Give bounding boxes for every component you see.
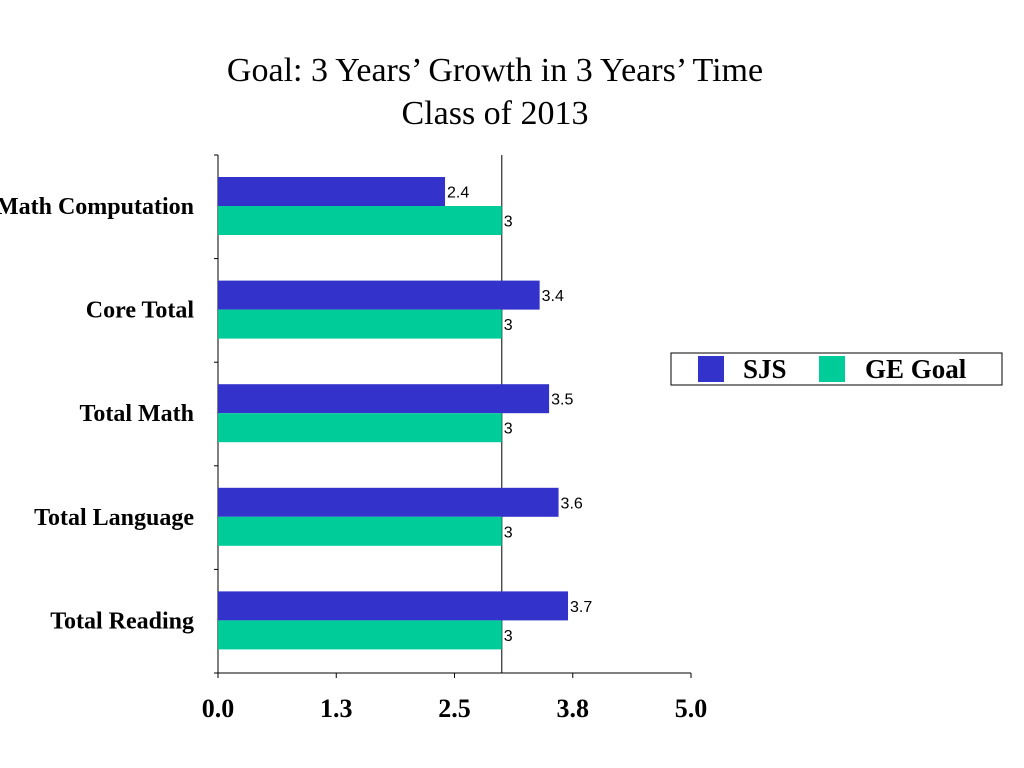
bar-ge-goal-core-total bbox=[218, 309, 502, 339]
category-label: Total Math bbox=[80, 401, 194, 427]
legend-label-ge-goal: GE Goal bbox=[865, 354, 967, 384]
data-label-sjs: 2.4 bbox=[447, 185, 469, 202]
bar-ge-goal-total-language bbox=[218, 516, 502, 546]
data-label-ge-goal: 3 bbox=[504, 421, 513, 438]
x-tick-label: 3.8 bbox=[557, 694, 590, 723]
chart-labels: 2.4 3 Math Computation 3.4 3 Core Total 3.5 3 To… bbox=[0, 185, 592, 645]
x-tick-label: 5.0 bbox=[675, 694, 708, 723]
legend-swatch-sjs bbox=[698, 356, 724, 382]
x-tick-label: 1.3 bbox=[320, 694, 353, 723]
data-label-ge-goal: 3 bbox=[504, 214, 513, 231]
category-label: Core Total bbox=[86, 298, 195, 324]
data-label-ge-goal: 3 bbox=[504, 628, 513, 645]
bar-ge-goal-total-math bbox=[218, 413, 502, 443]
chart-legend: SJS GE Goal bbox=[670, 352, 1003, 386]
chart-axes: 0.0 1.3 2.5 3.8 5.0 bbox=[202, 154, 708, 723]
x-tick-label: 2.5 bbox=[438, 694, 471, 723]
category-label: Total Reading bbox=[50, 608, 194, 634]
data-label-ge-goal: 3 bbox=[504, 317, 513, 334]
bar-ge-goal-math-computation bbox=[218, 206, 502, 235]
bar-sjs-core-total bbox=[218, 280, 540, 310]
category-label: Total Language bbox=[34, 505, 194, 531]
legend-swatch-ge-goal bbox=[819, 356, 845, 382]
bar-sjs-total-reading bbox=[218, 591, 569, 621]
bar-sjs-total-math bbox=[218, 384, 550, 414]
data-label-sjs: 3.7 bbox=[570, 599, 592, 616]
chart-subtitle: Class of 2013 bbox=[402, 95, 589, 132]
legend-label-sjs: SJS bbox=[743, 354, 787, 384]
bar-sjs-total-language bbox=[218, 487, 559, 517]
data-label-sjs: 3.5 bbox=[551, 392, 573, 409]
bar-ge-goal-total-reading bbox=[218, 620, 502, 650]
chart-bars bbox=[218, 177, 569, 650]
bar-sjs-math-computation bbox=[218, 177, 446, 206]
data-label-ge-goal: 3 bbox=[504, 524, 513, 541]
data-label-sjs: 3.6 bbox=[561, 495, 583, 512]
x-tick-label: 0.0 bbox=[202, 694, 235, 723]
category-label: Math Computation bbox=[0, 194, 194, 220]
chart-title: Goal: 3 Years’ Growth in 3 Years’ Time bbox=[227, 52, 763, 89]
data-label-sjs: 3.4 bbox=[542, 288, 564, 305]
